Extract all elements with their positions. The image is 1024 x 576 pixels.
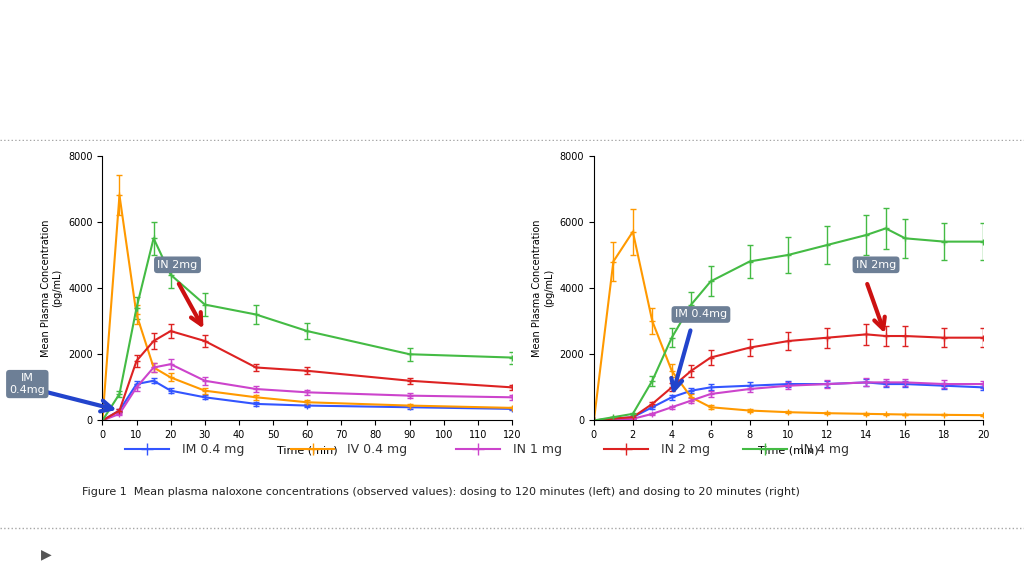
Y-axis label: Mean Plasma Concentration
(pg/mL): Mean Plasma Concentration (pg/mL) [41, 219, 62, 357]
Text: ▶: ▶ [41, 548, 51, 562]
Text: IM 0.4 mg: IM 0.4 mg [182, 443, 245, 456]
Text: NASAL VS INTRAMUSCULAR
NALOXONE: NASAL VS INTRAMUSCULAR NALOXONE [148, 44, 582, 106]
Text: IN 4 mg: IN 4 mg [800, 443, 849, 456]
Text: IN 2mg: IN 2mg [158, 260, 198, 270]
X-axis label: Time (min): Time (min) [758, 446, 819, 456]
Text: IV 0.4 mg: IV 0.4 mg [347, 443, 408, 456]
Text: IM
0.4mg: IM 0.4mg [9, 373, 45, 395]
Text: IN 2mg: IN 2mg [856, 260, 896, 270]
X-axis label: Time (min): Time (min) [276, 446, 338, 456]
Y-axis label: Mean Plasma Concentration
(pg/mL): Mean Plasma Concentration (pg/mL) [532, 219, 554, 357]
Text: Figure 1  Mean plasma naloxone concentrations (observed values): dosing to 120 m: Figure 1 Mean plasma naloxone concentrat… [82, 487, 800, 497]
Text: IM 0.4mg: IM 0.4mg [675, 309, 727, 320]
Text: IN 2 mg: IN 2 mg [660, 443, 710, 456]
Text: IN 1 mg: IN 1 mg [513, 443, 562, 456]
